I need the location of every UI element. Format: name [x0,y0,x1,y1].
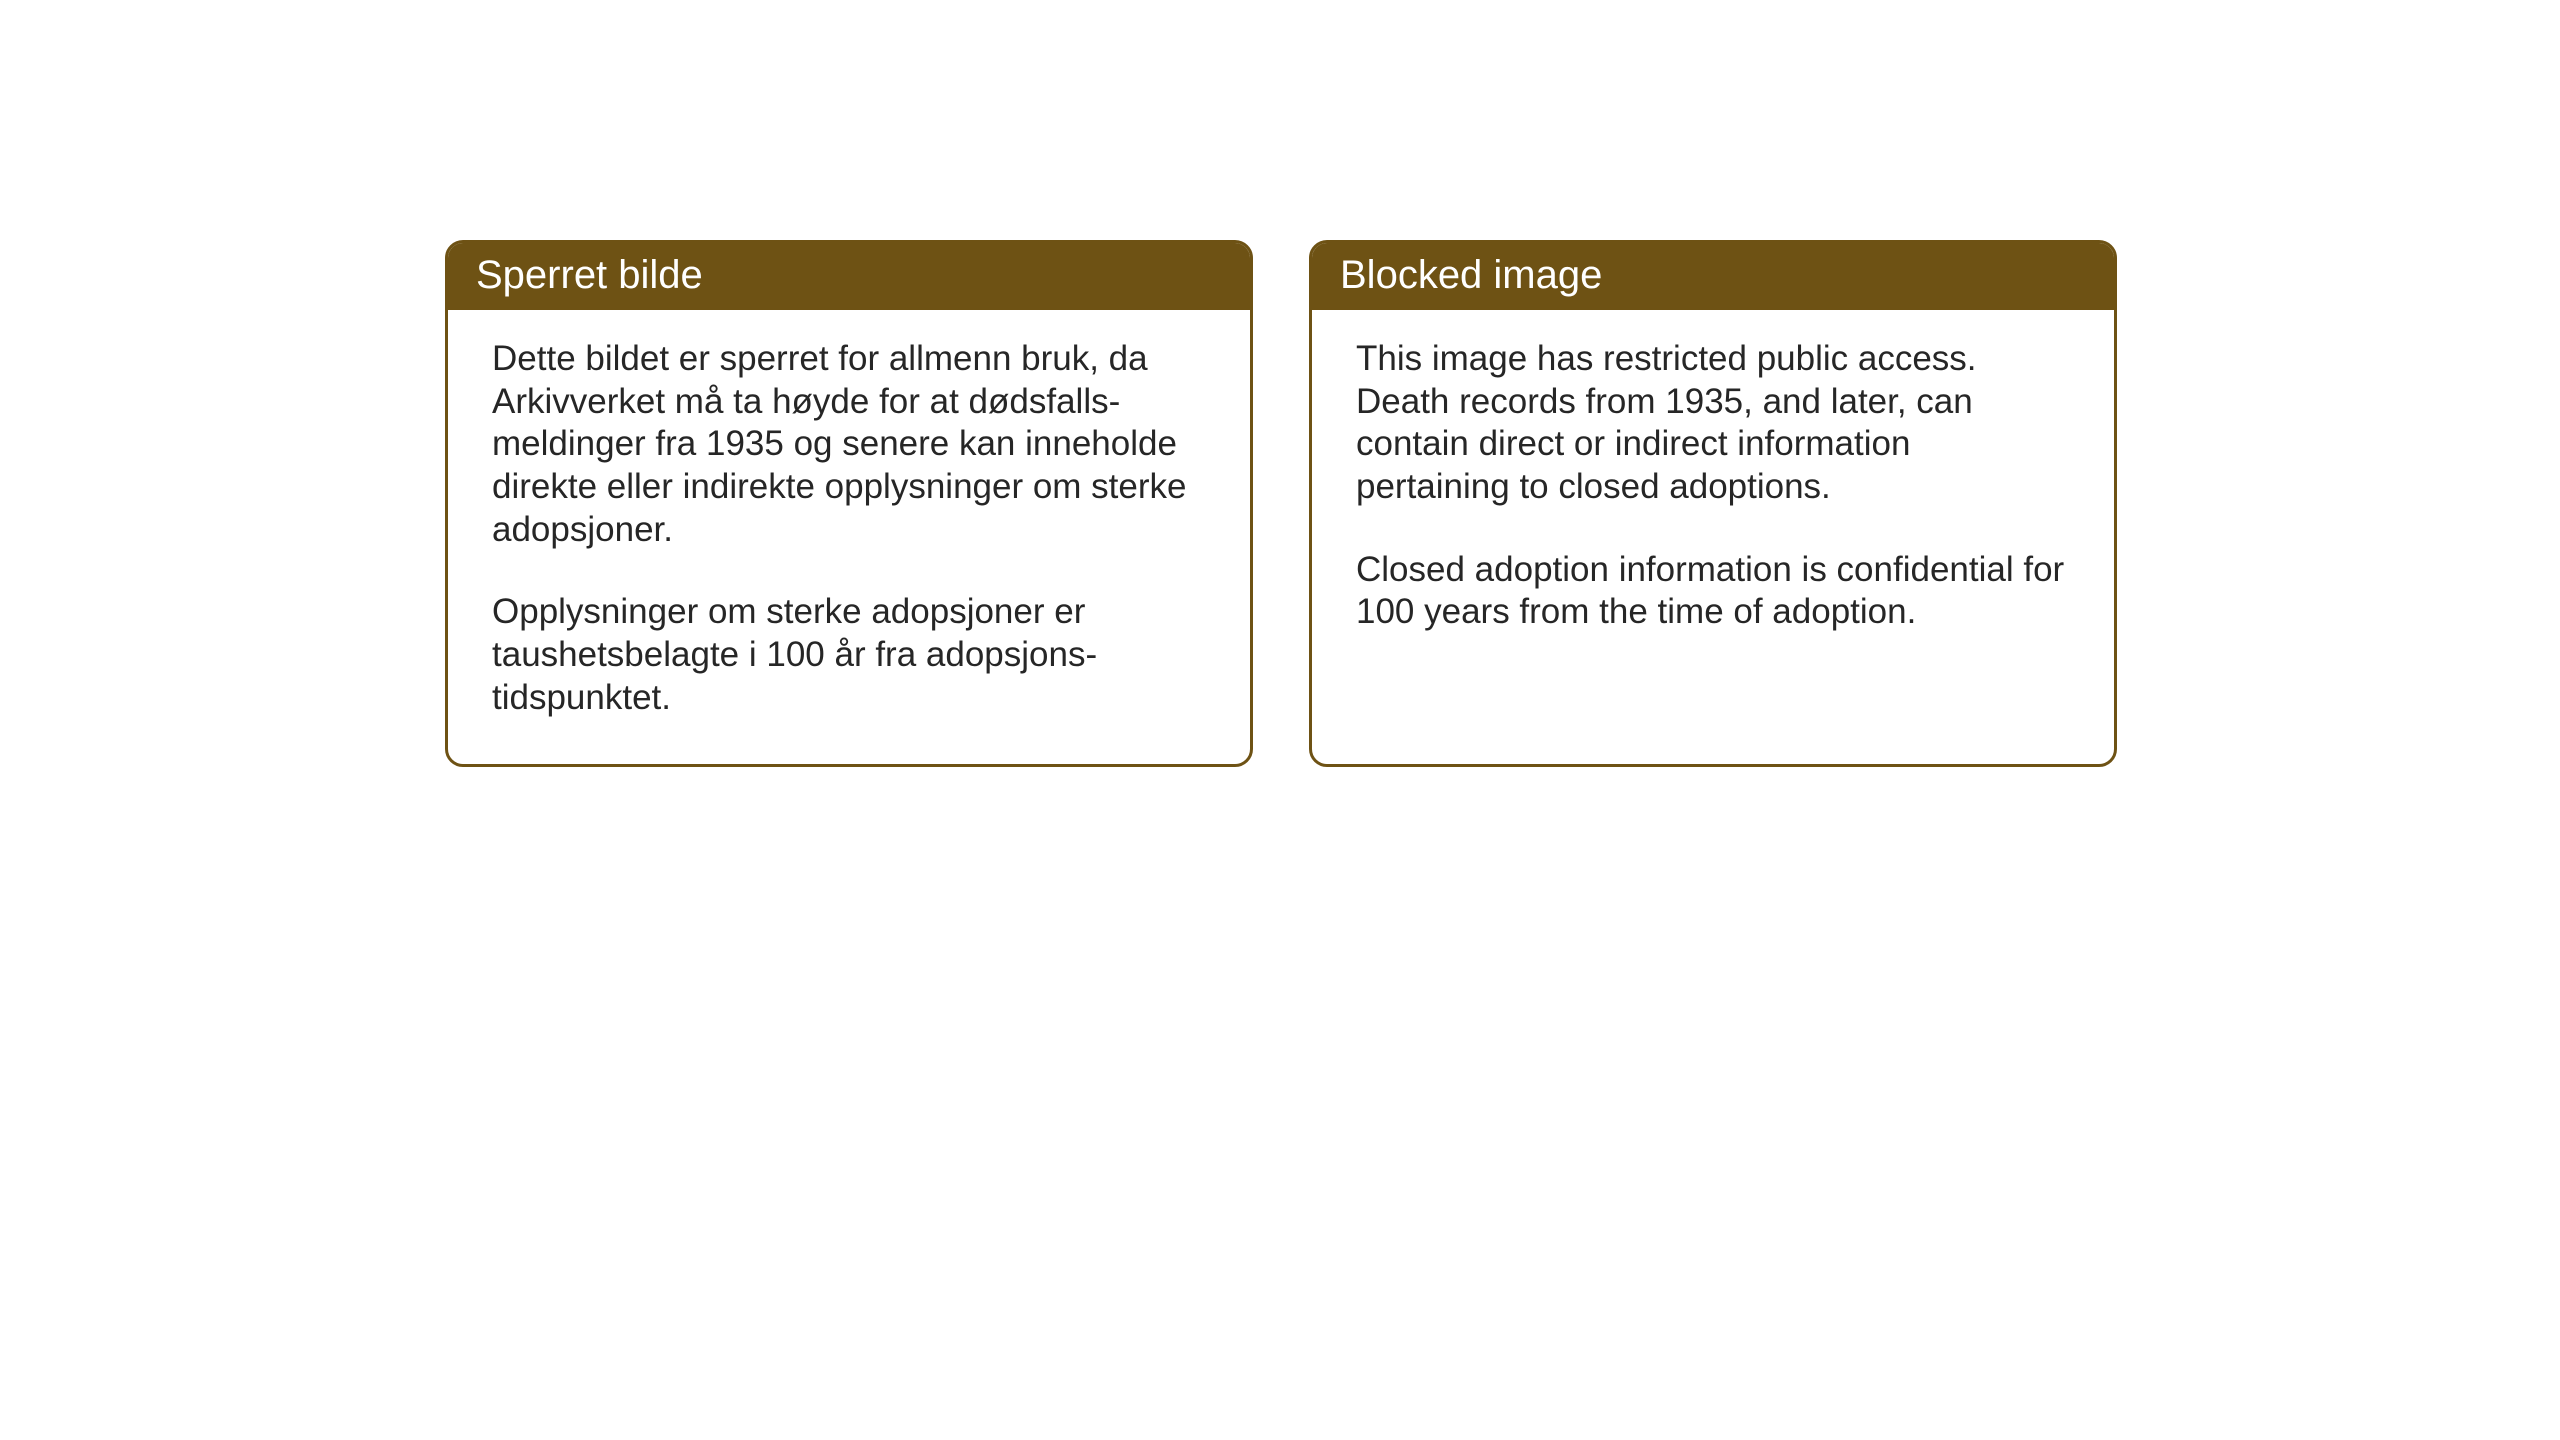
norwegian-paragraph-1: Dette bildet er sperret for allmenn bruk… [492,338,1206,551]
english-paragraph-2: Closed adoption information is confident… [1356,549,2070,634]
norwegian-notice-card: Sperret bilde Dette bildet er sperret fo… [445,240,1253,767]
english-paragraph-1: This image has restricted public access.… [1356,338,2070,509]
english-notice-card: Blocked image This image has restricted … [1309,240,2117,767]
english-card-title: Blocked image [1312,243,2114,310]
norwegian-card-body: Dette bildet er sperret for allmenn bruk… [448,310,1250,764]
english-card-body: This image has restricted public access.… [1312,310,2114,678]
norwegian-paragraph-2: Opplysninger om sterke adopsjoner er tau… [492,591,1206,719]
norwegian-card-title: Sperret bilde [448,243,1250,310]
notice-cards-container: Sperret bilde Dette bildet er sperret fo… [445,240,2117,767]
